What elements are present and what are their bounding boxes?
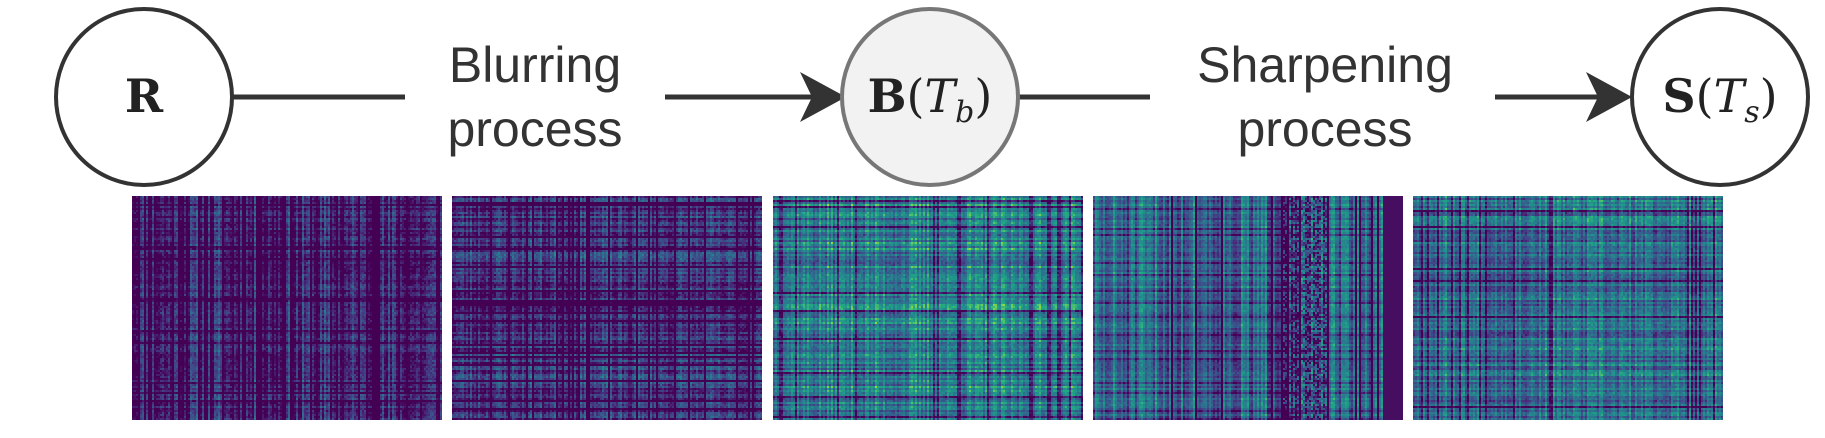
node-r: R: [54, 7, 234, 187]
heatmap-5: [1413, 196, 1723, 420]
node-b: B(Tb): [840, 7, 1020, 187]
sharpening-label-line1: Sharpening: [1197, 37, 1453, 93]
blurring-label-line1: Blurring: [449, 37, 621, 93]
node-r-label: R: [125, 69, 164, 123]
node-s: S(Ts): [1630, 7, 1810, 187]
node-s-sub: s: [1744, 95, 1759, 130]
node-b-sub: b: [955, 95, 974, 130]
node-s-arg: T: [1714, 69, 1748, 123]
node-s-symbol: S: [1662, 69, 1695, 123]
heatmap-panels: [132, 196, 1723, 420]
heatmap-2: [452, 196, 762, 420]
arrowhead-s: [1586, 72, 1632, 122]
blurring-label-line2: process: [447, 101, 622, 157]
heatmap-4: [1093, 196, 1403, 420]
heatmap-3: [773, 196, 1083, 420]
node-b-symbol: B: [868, 69, 907, 123]
node-b-label: B(Tb): [868, 69, 993, 130]
node-s-label: S(Ts): [1662, 69, 1777, 130]
arrowhead-b: [800, 72, 846, 122]
node-b-arg: T: [924, 69, 958, 123]
heatmap-1: [132, 196, 442, 420]
sharpening-label-line2: process: [1237, 101, 1412, 157]
